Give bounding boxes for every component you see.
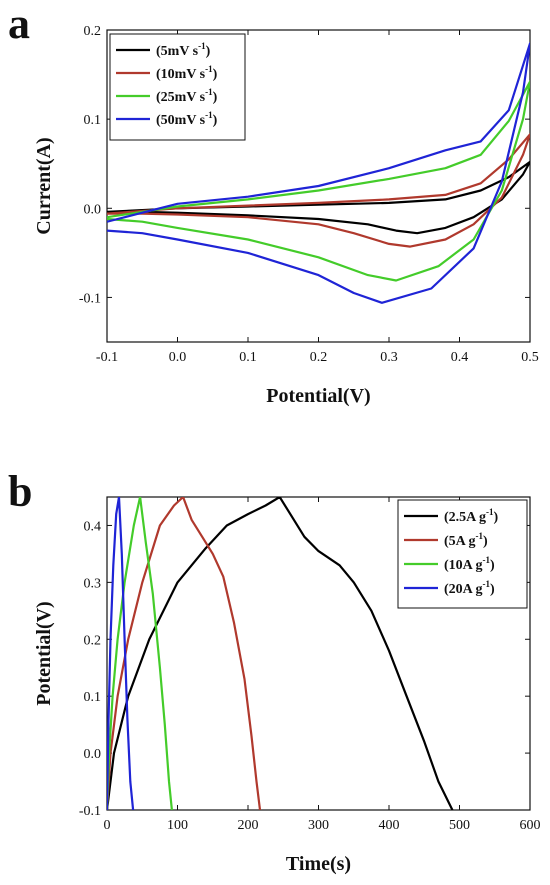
x-axis-title: Potential(V) <box>266 385 370 407</box>
x-tick-label: 0.1 <box>239 350 257 365</box>
panel-b-letter: b <box>8 467 33 516</box>
x-tick-label: 600 <box>520 818 541 833</box>
x-tick-label: 100 <box>167 818 188 833</box>
x-tick-label: 0.3 <box>380 350 398 365</box>
legend-entry: (10A g-1) <box>444 555 495 573</box>
y-tick-label: 0.0 <box>84 747 102 762</box>
series-line-2 <box>107 133 530 248</box>
legend-box <box>397 499 528 609</box>
y-tick-label: 0.2 <box>84 24 102 39</box>
x-tick-label: 500 <box>449 818 470 833</box>
legend-entry: (5A g-1) <box>444 531 488 549</box>
x-axis-title: Time(s) <box>286 853 351 875</box>
legend-box <box>109 33 246 141</box>
x-tick-label: 0.0 <box>169 350 187 365</box>
x-tick-label: 0.4 <box>451 350 469 365</box>
x-tick-label: 0.5 <box>521 350 539 365</box>
y-tick-label: 0.0 <box>84 202 102 217</box>
y-tick-label: 0.4 <box>84 519 102 534</box>
legend-entry: (50mV s-1) <box>156 110 218 128</box>
x-tick-label: -0.1 <box>96 350 118 365</box>
series-line-1 <box>107 497 454 810</box>
legend: (5mV s-1) (10mV s-1) (25mV s-1) (50mV s-1) <box>109 33 246 141</box>
series-line-4 <box>107 497 135 810</box>
x-tick-label: 400 <box>379 818 400 833</box>
x-tick-label: 200 <box>238 818 259 833</box>
series-line-4 <box>107 42 530 304</box>
legend-entry: (10mV s-1) <box>156 64 218 82</box>
y-tick-label: 0.1 <box>84 690 102 705</box>
y-tick-label: 0.1 <box>84 113 102 128</box>
series-line-3 <box>107 80 530 282</box>
series-line-1 <box>107 160 530 235</box>
legend: (2.5A g-1) (5A g-1) (10A g-1) (20A g-1) <box>397 499 528 609</box>
legend-entry: (25mV s-1) <box>156 87 218 105</box>
legend-entry: (2.5A g-1) <box>444 507 499 525</box>
x-tick-label: 0 <box>104 818 111 833</box>
y-tick-label: 0.2 <box>84 633 102 648</box>
panel-a-letter: a <box>8 0 30 48</box>
y-tick-label: -0.1 <box>79 804 101 819</box>
chart-b: 0 100 200 300 400 500 600 -0.1 0.0 0.1 0.2 0.3 0.4 Ti… <box>33 496 541 875</box>
y-axis-title: Potential(V) <box>33 601 55 705</box>
y-axis-title: Current(A) <box>33 137 55 234</box>
y-tick-label: -0.1 <box>79 291 101 306</box>
y-tick-label: 0.3 <box>84 576 102 591</box>
x-tick-label: 300 <box>308 818 329 833</box>
chart-a: -0.1 0.0 0.1 0.2 0.3 0.4 0.5 -0.1 0.0 0.1 0.2 Poten… <box>33 24 539 407</box>
x-tick-label: 0.2 <box>310 350 328 365</box>
legend-entry: (5mV s-1) <box>156 41 211 59</box>
series-line-3 <box>107 497 173 810</box>
legend-entry: (20A g-1) <box>444 579 495 597</box>
